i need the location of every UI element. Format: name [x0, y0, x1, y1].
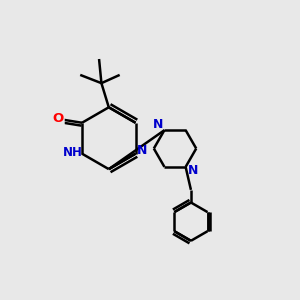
- Text: N: N: [153, 118, 163, 131]
- Text: N: N: [188, 164, 198, 177]
- Text: NH: NH: [63, 146, 82, 159]
- Text: N: N: [137, 144, 147, 157]
- Text: O: O: [53, 112, 64, 125]
